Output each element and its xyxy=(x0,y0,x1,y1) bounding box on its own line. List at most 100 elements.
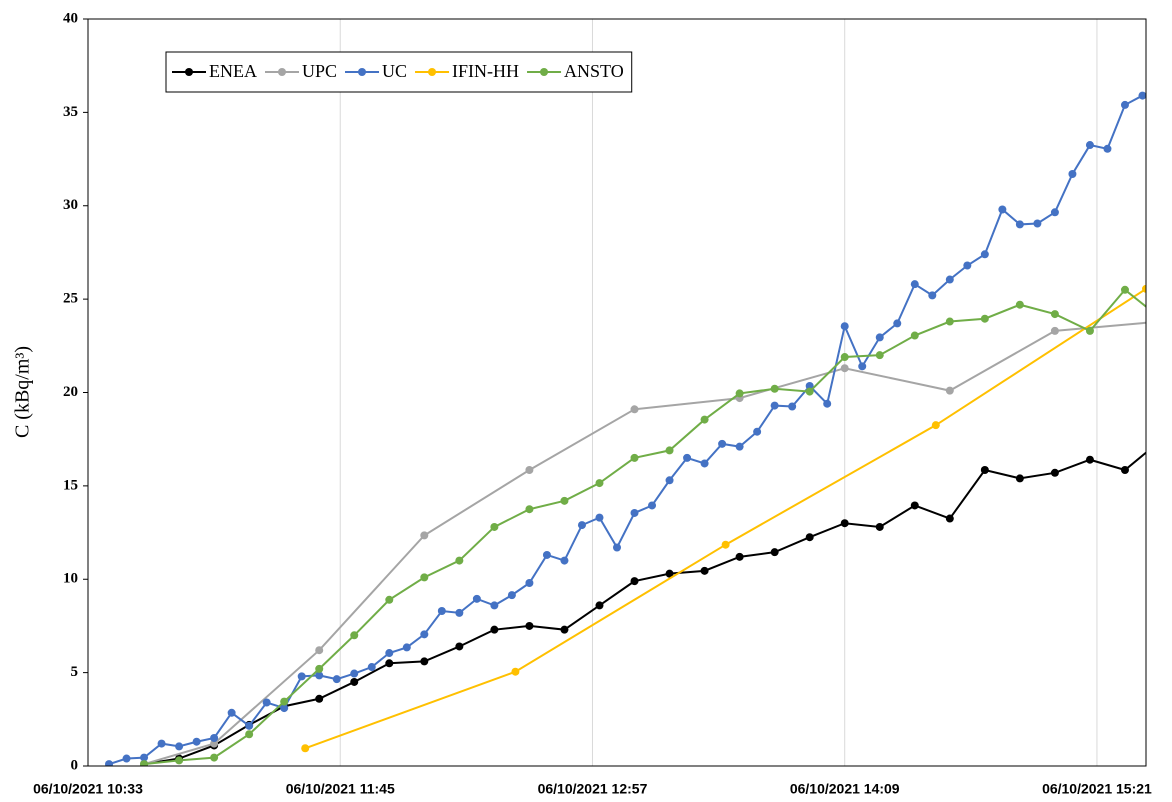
y-tick-label: 15 xyxy=(63,477,78,493)
data-point xyxy=(560,625,569,634)
data-point xyxy=(1085,141,1094,150)
data-point xyxy=(980,250,989,259)
data-point xyxy=(262,698,271,707)
series-line xyxy=(108,94,1143,766)
data-point xyxy=(928,291,937,300)
data-point xyxy=(735,552,744,561)
data-point xyxy=(735,389,744,398)
data-point xyxy=(420,531,429,540)
data-point xyxy=(367,663,376,672)
data-point xyxy=(1120,466,1129,475)
data-point xyxy=(455,642,464,651)
data-point xyxy=(245,730,254,739)
data-point xyxy=(1050,468,1059,477)
data-point xyxy=(1050,326,1059,335)
plot-border xyxy=(87,18,1147,767)
legend-marker xyxy=(428,68,437,76)
data-point xyxy=(648,501,657,510)
series-line xyxy=(143,288,1146,766)
data-point xyxy=(525,578,534,587)
x-tick-label: 06/10/2021 10:33 xyxy=(33,781,143,797)
data-point xyxy=(350,669,359,678)
data-point xyxy=(1015,300,1024,309)
data-point xyxy=(595,513,604,522)
y-tick-label: 35 xyxy=(63,104,78,120)
data-point xyxy=(542,550,551,559)
data-point xyxy=(560,556,569,565)
data-point xyxy=(998,205,1007,214)
data-point xyxy=(1120,285,1129,294)
data-point xyxy=(560,496,569,505)
data-point xyxy=(700,459,709,468)
legend-label: UC xyxy=(382,61,407,81)
data-point xyxy=(875,522,884,531)
y-tick-label: 10 xyxy=(63,571,78,587)
data-point xyxy=(315,646,324,655)
data-point xyxy=(805,387,814,396)
legend-marker xyxy=(540,68,549,76)
data-point xyxy=(210,733,219,742)
data-point xyxy=(1156,318,1164,326)
data-point xyxy=(507,591,516,600)
data-point xyxy=(945,514,954,523)
data-point xyxy=(945,386,954,395)
data-point xyxy=(945,317,954,326)
data-point xyxy=(875,333,884,342)
data-point xyxy=(595,479,604,488)
data-point xyxy=(875,351,884,360)
data-point xyxy=(1015,220,1024,229)
data-point xyxy=(931,421,940,430)
legend-label: ENEA xyxy=(209,61,257,81)
x-tick-label: 06/10/2021 12:57 xyxy=(538,781,648,797)
data-point xyxy=(840,322,849,331)
data-point xyxy=(385,659,394,668)
data-point xyxy=(910,501,919,510)
data-point xyxy=(420,573,429,582)
data-point xyxy=(823,399,832,408)
data-point xyxy=(1156,314,1164,322)
data-point xyxy=(721,540,730,549)
data-point xyxy=(175,756,184,765)
data-point xyxy=(315,671,324,680)
data-point xyxy=(980,466,989,475)
data-point xyxy=(140,760,149,766)
legend-label: ANSTO xyxy=(564,61,624,81)
data-point xyxy=(525,505,534,514)
y-tick-label: 25 xyxy=(63,291,78,307)
data-point xyxy=(788,402,797,411)
data-point xyxy=(630,508,639,517)
data-point xyxy=(1068,170,1077,179)
data-point xyxy=(945,275,954,284)
legend-marker xyxy=(358,68,367,76)
data-point xyxy=(175,742,184,751)
data-point xyxy=(122,754,131,763)
data-point xyxy=(770,548,779,557)
series-line xyxy=(143,321,1146,766)
data-point xyxy=(1120,100,1129,109)
data-point xyxy=(683,453,692,462)
data-point xyxy=(980,314,989,323)
x-tick-label: 06/10/2021 11:45 xyxy=(286,781,395,797)
legend-label: IFIN-HH xyxy=(452,61,519,81)
data-point xyxy=(893,319,902,328)
data-point xyxy=(350,631,359,640)
data-point xyxy=(140,753,149,762)
data-point xyxy=(1103,144,1112,153)
data-point xyxy=(105,760,114,766)
data-point xyxy=(280,704,289,713)
data-point xyxy=(511,667,520,676)
data-point xyxy=(315,664,324,673)
data-point xyxy=(1142,284,1146,293)
data-point xyxy=(402,643,411,652)
data-point xyxy=(840,364,849,373)
y-tick-label: 5 xyxy=(71,664,79,680)
data-point xyxy=(577,521,586,530)
data-point xyxy=(157,739,166,748)
data-point xyxy=(718,439,727,448)
y-axis-label: C (kBq/m³) xyxy=(12,346,34,438)
data-point xyxy=(245,721,254,730)
legend-marker xyxy=(278,68,286,76)
data-point xyxy=(1050,310,1059,319)
data-point xyxy=(1156,437,1164,445)
